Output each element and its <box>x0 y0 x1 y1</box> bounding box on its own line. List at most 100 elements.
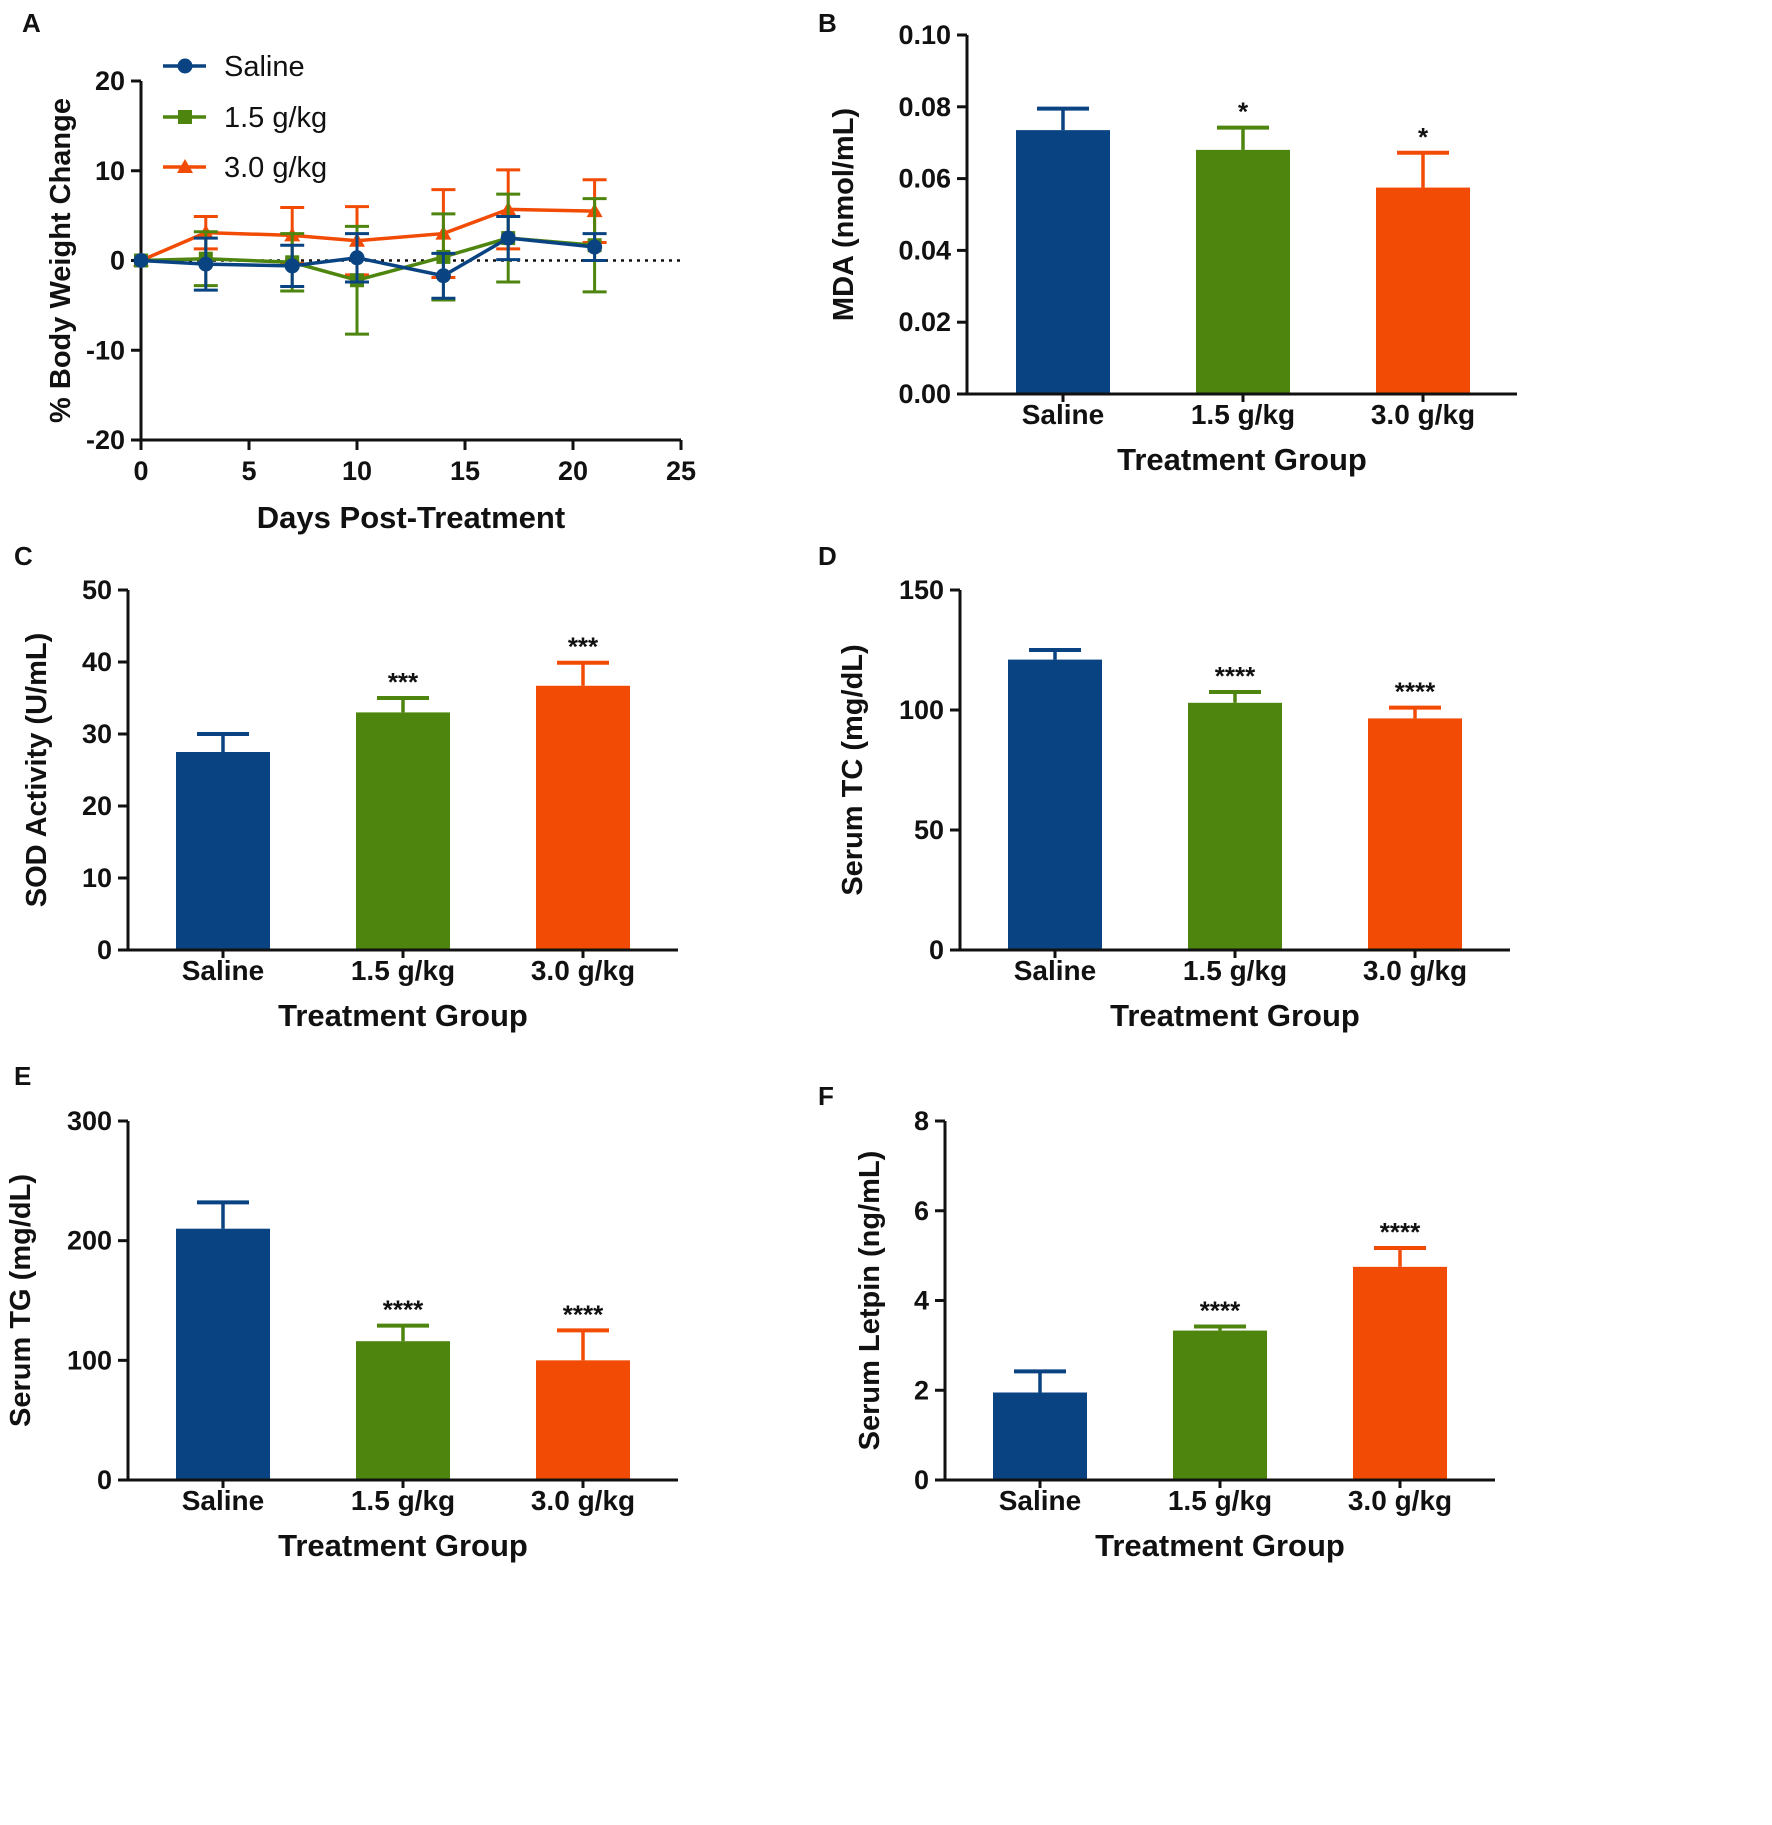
y-tick-label: 8 <box>914 1106 929 1136</box>
significance-marker: * <box>1238 97 1249 127</box>
y-tick-label: 20 <box>82 791 112 821</box>
y-tick-label: 0.00 <box>898 379 951 409</box>
y-axis-label: MDA (nmol/mL) <box>828 108 860 321</box>
y-tick-label: 50 <box>914 815 944 845</box>
legend-label: Saline <box>224 51 305 83</box>
panel-e: E Saline **** 1.5 g/kg **** 3.0 g/kg 0 100 200 30… <box>5 1061 678 1563</box>
bar <box>356 712 450 950</box>
significance-marker: **** <box>1200 1296 1241 1326</box>
bar <box>1368 718 1462 950</box>
bar <box>356 1341 450 1480</box>
category-label: 1.5 g/kg <box>351 1485 455 1516</box>
y-tick-label: 0.08 <box>898 92 951 122</box>
data-point <box>198 256 214 272</box>
category-label: 3.0 g/kg <box>1371 399 1475 430</box>
y-axis-label: Serum TC (mg/dL) <box>837 644 869 895</box>
y-axis-label: Serum Letpin (ng/mL) <box>854 1151 886 1451</box>
y-tick-label: 10 <box>82 863 112 893</box>
x-axis-label: Treatment Group <box>278 1528 528 1563</box>
y-tick-label: 150 <box>899 575 944 605</box>
panel-label: F <box>818 1081 834 1111</box>
data-point <box>133 253 149 268</box>
category-label: 1.5 g/kg <box>1168 1485 1272 1516</box>
significance-marker: **** <box>1395 677 1436 707</box>
x-axis-label: Days Post-Treatment <box>257 500 565 535</box>
bar <box>1188 702 1282 950</box>
y-tick-label: 2 <box>914 1375 929 1405</box>
legend-label: 3.0 g/kg <box>224 152 327 184</box>
category-label: 3.0 g/kg <box>1348 1485 1452 1516</box>
bar <box>1196 149 1290 394</box>
category-label: 1.5 g/kg <box>1191 399 1295 430</box>
category-label: Saline <box>1022 399 1104 430</box>
y-tick-label: 10 <box>95 156 125 186</box>
panel-label: D <box>818 541 837 571</box>
category-label: 3.0 g/kg <box>1363 955 1467 986</box>
significance-marker: **** <box>1380 1217 1421 1247</box>
y-tick-label: 20 <box>95 66 125 96</box>
x-axis-label: Treatment Group <box>1095 1528 1345 1563</box>
y-tick-label: 0.06 <box>898 164 951 194</box>
significance-marker: * <box>1418 122 1429 152</box>
legend-item: 3.0 g/kg <box>163 152 327 184</box>
y-tick-label: 100 <box>899 695 944 725</box>
significance-marker: *** <box>388 667 419 697</box>
panel-label: B <box>818 8 837 38</box>
y-tick-label: -20 <box>86 425 125 455</box>
bar <box>536 1360 630 1480</box>
legend-label: 1.5 g/kg <box>224 102 327 134</box>
y-tick-label: 0.02 <box>898 307 951 337</box>
category-label: Saline <box>999 1485 1081 1516</box>
legend-marker <box>177 58 193 74</box>
x-axis-label: Treatment Group <box>1117 442 1367 477</box>
category-label: Saline <box>182 955 264 986</box>
y-tick-label: 30 <box>82 719 112 749</box>
y-tick-label: 0 <box>97 935 112 965</box>
y-tick-label: -10 <box>86 335 125 365</box>
bar <box>1353 1266 1447 1480</box>
category-label: Saline <box>1014 955 1096 986</box>
panel-a: A -20 -10 0 10 20 0 5 10 15 20 25 Days Post-Treatmen… <box>22 8 696 535</box>
y-tick-label: 0.04 <box>898 235 951 265</box>
y-tick-label: 40 <box>82 647 112 677</box>
y-tick-label: 0 <box>914 1465 929 1495</box>
panel-b: B Saline * 1.5 g/kg * 3.0 g/kg 0.00 0.02 0.04 0.0… <box>818 8 1517 477</box>
x-tick-label: 10 <box>342 456 372 486</box>
legend-marker <box>177 159 193 173</box>
significance-marker: **** <box>563 1299 604 1329</box>
x-axis-label: Treatment Group <box>278 998 528 1033</box>
bar <box>1008 659 1102 950</box>
data-point <box>500 230 516 246</box>
bar <box>176 1228 270 1480</box>
category-label: 1.5 g/kg <box>1183 955 1287 986</box>
bar <box>176 752 270 950</box>
y-tick-label: 300 <box>67 1106 112 1136</box>
category-label: Saline <box>182 1485 264 1516</box>
y-tick-label: 100 <box>67 1345 112 1375</box>
y-tick-label: 0 <box>97 1465 112 1495</box>
legend-item: Saline <box>163 51 305 83</box>
category-label: 3.0 g/kg <box>531 1485 635 1516</box>
data-point <box>435 268 451 284</box>
panel-label: A <box>22 8 41 38</box>
data-point <box>349 250 365 266</box>
legend: Saline 1.5 g/kg 3.0 g/kg <box>163 51 327 184</box>
x-tick-label: 25 <box>666 456 696 486</box>
panel-label: E <box>14 1061 31 1091</box>
y-tick-label: 4 <box>914 1286 929 1316</box>
bar <box>1376 187 1470 394</box>
bar <box>536 685 630 950</box>
y-tick-label: 200 <box>67 1226 112 1256</box>
panel-f: F Saline **** 1.5 g/kg **** 3.0 g/kg 0 2 4 6 8 Trea… <box>818 1081 1495 1563</box>
significance-marker: **** <box>383 1295 424 1325</box>
y-tick-label: 0 <box>110 246 125 276</box>
y-axis-label: SOD Activity (U/mL) <box>21 633 53 907</box>
y-tick-label: 6 <box>914 1196 929 1226</box>
y-axis-label: % Body Weight Change <box>45 98 77 423</box>
data-point <box>284 258 300 274</box>
x-tick-label: 0 <box>133 456 148 486</box>
x-tick-label: 15 <box>450 456 480 486</box>
x-tick-label: 5 <box>241 456 256 486</box>
x-tick-label: 20 <box>558 456 588 486</box>
x-axis-label: Treatment Group <box>1110 998 1360 1033</box>
